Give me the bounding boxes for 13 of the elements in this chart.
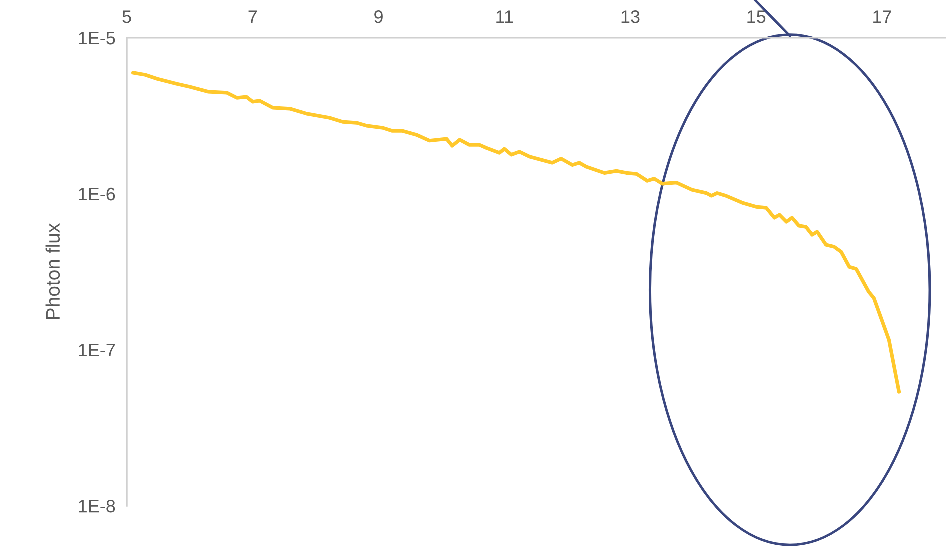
y-tick-label: 1E-5: [79, 32, 116, 45]
x-tick-label: 17: [874, 10, 892, 24]
line-series: [132, 71, 902, 394]
y-tick-label: 1E-8: [79, 500, 116, 513]
x-tick-label: 7: [248, 10, 258, 24]
x-tick-label: 5: [122, 10, 132, 24]
x-tick-label: 13: [622, 10, 640, 24]
y-tick-label: 1E-7: [79, 344, 116, 357]
x-tick-label: 15: [748, 10, 766, 24]
x-tick-label: 11: [496, 10, 514, 24]
y-tick-label: 1E-6: [79, 188, 116, 201]
y-axis-title: Photon flux: [46, 224, 60, 320]
x-tick-label: 9: [374, 10, 383, 24]
